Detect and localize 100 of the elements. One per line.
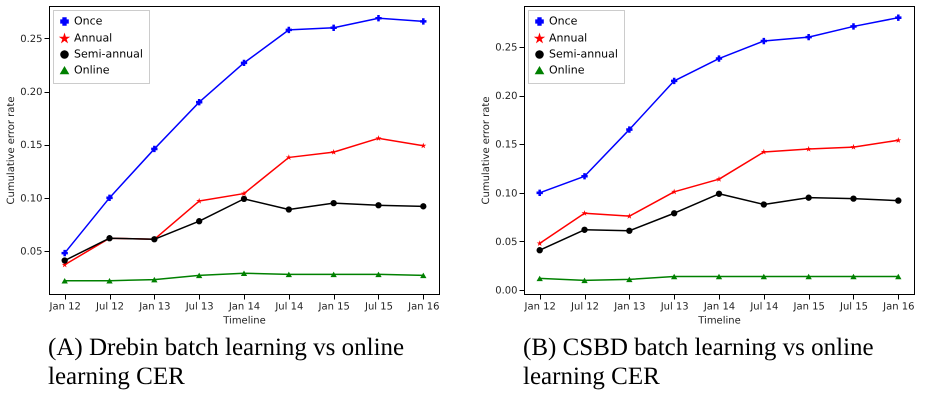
y-tick-label: 0.05 (495, 236, 518, 248)
legend-label: Online (549, 64, 585, 76)
point (330, 24, 337, 31)
x-tick-label: Jan 16 (407, 302, 440, 312)
y-tick-label: 0.10 (20, 193, 42, 204)
point (760, 148, 767, 155)
point (805, 194, 812, 201)
point (420, 203, 426, 210)
legend-label: Annual (549, 32, 588, 44)
point (151, 146, 158, 152)
point (536, 190, 543, 196)
point (626, 276, 633, 282)
x-tick-label: Jul 12 (570, 302, 599, 312)
point (716, 55, 722, 62)
point (760, 38, 767, 44)
point (716, 190, 722, 197)
point (106, 194, 113, 201)
legend-label: Semi-annual (549, 48, 618, 60)
point (895, 197, 902, 204)
legend-label: Once (549, 14, 578, 28)
point (581, 173, 588, 180)
text: (B) CSBD batch learning vs online learning CER (523, 333, 875, 391)
point (536, 247, 543, 254)
point (196, 218, 202, 224)
point (420, 18, 426, 25)
y-axis-title: Cumulative error rate (481, 96, 492, 204)
point (626, 126, 633, 133)
point (196, 272, 202, 278)
x-tick-label: Jan 14 (228, 302, 260, 312)
point (805, 274, 812, 280)
y-tick-label: 0.05 (20, 246, 42, 258)
point (806, 146, 812, 152)
point (286, 272, 292, 278)
point (286, 26, 292, 34)
point (581, 278, 588, 284)
point (895, 274, 902, 280)
point (151, 276, 158, 282)
x-tick-label: Jan 15 (792, 302, 825, 312)
point (895, 14, 902, 21)
point (106, 278, 113, 284)
point (286, 206, 292, 213)
x-tick-label: Jan 14 (702, 302, 736, 312)
point (581, 226, 588, 233)
y-tick-label: 0.15 (495, 140, 518, 151)
x-axis-title: Timeline (222, 316, 266, 326)
point (420, 142, 426, 148)
point (62, 257, 68, 264)
legend-label: Annual (74, 32, 112, 44)
point (375, 202, 382, 208)
point (895, 137, 902, 143)
point (760, 201, 767, 208)
y-tick-label: 0.20 (20, 87, 42, 98)
x-tick-label: Jul 15 (839, 302, 868, 312)
point (805, 34, 812, 40)
point (536, 240, 543, 246)
point (240, 190, 248, 196)
x-tick-label: Jan 12 (48, 302, 81, 312)
point (196, 99, 202, 106)
y-axis-title: Cumulative error rate (6, 96, 18, 204)
point (240, 270, 248, 276)
point (240, 60, 248, 66)
point (850, 274, 857, 280)
point (671, 210, 678, 216)
point (626, 228, 633, 234)
x-tick-label: Jan 13 (138, 302, 171, 312)
x-tick-label: Jan 13 (613, 302, 646, 312)
point (850, 23, 857, 30)
point (671, 78, 678, 84)
x-tick-label: Jan 15 (317, 302, 350, 312)
point (760, 274, 767, 280)
legend-label: Once (74, 14, 103, 28)
point (536, 276, 543, 282)
point (330, 272, 337, 278)
y-tick-label: 0.10 (495, 188, 518, 200)
x-tick-label: Jul 12 (95, 302, 124, 312)
x-tick-label: Jul 15 (364, 302, 393, 312)
point (375, 272, 382, 278)
x-tick-label: Jul 14 (274, 302, 304, 312)
y-tick-label: 0.25 (495, 42, 518, 54)
point (716, 176, 722, 182)
point (420, 272, 426, 278)
x-tick-label: Jul 13 (184, 302, 214, 312)
point (626, 213, 632, 219)
y-tick-label: 0.20 (495, 91, 518, 102)
x-tick-label: Jul 13 (660, 302, 689, 312)
y-tick-label: 0.00 (495, 286, 518, 297)
point (375, 135, 382, 141)
y-tick-label: 0.15 (20, 140, 42, 152)
point (240, 196, 248, 202)
x-axis-title: Timeline (697, 316, 741, 326)
text: (A) Drebin batch learning vs online learning CER (48, 333, 406, 391)
point (330, 200, 337, 206)
legend-label: Semi-annual (74, 48, 143, 60)
legend-label: Online (74, 64, 110, 76)
point (375, 15, 382, 22)
point (62, 250, 68, 256)
x-tick-label: Jan 16 (882, 302, 914, 312)
x-tick-label: Jan 12 (524, 302, 556, 312)
point (671, 274, 678, 280)
point (850, 195, 857, 202)
